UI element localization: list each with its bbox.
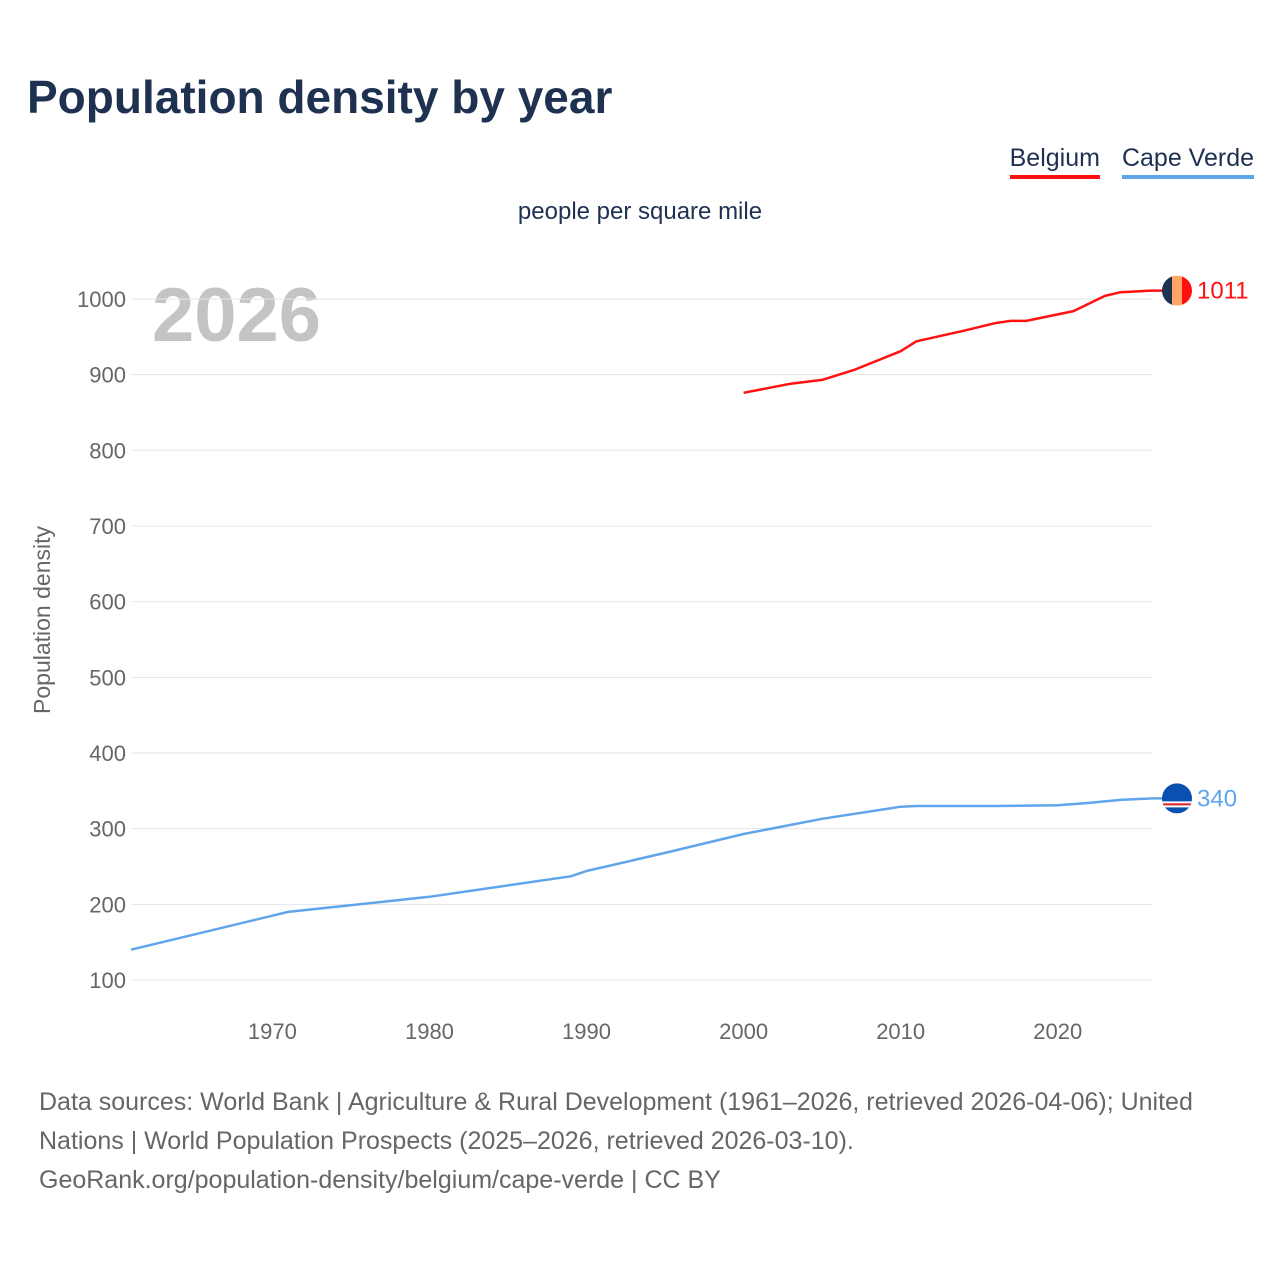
legend: Belgium Cape Verde <box>1009 144 1254 179</box>
flag-icon-cape-verde <box>1162 783 1192 814</box>
y-tick-label: 500 <box>89 665 126 690</box>
y-tick-label: 800 <box>89 438 126 463</box>
flag-icon-belgium <box>1162 275 1192 306</box>
legend-item-belgium[interactable]: Belgium <box>1009 144 1100 179</box>
y-tick-label: 400 <box>89 741 126 766</box>
series-line-belgium <box>743 289 1153 395</box>
x-tick-label: 2010 <box>876 1019 925 1044</box>
year-watermark: 2026 <box>152 273 321 358</box>
series-line-cape-verde <box>130 797 1153 951</box>
chart-subtitle: people per square mile <box>517 198 763 225</box>
end-value-label: 1011 <box>1197 278 1249 305</box>
y-tick-label: 600 <box>89 590 126 615</box>
y-tick-label: 900 <box>89 363 126 388</box>
y-tick-label: 700 <box>89 514 126 539</box>
end-value-label: 340 <box>1197 785 1237 812</box>
chart-title: Population density by year <box>27 71 613 123</box>
y-tick-label: 100 <box>89 968 126 993</box>
x-tick-label: 2020 <box>1033 1019 1082 1044</box>
footer: Data sources: World Bank | Agriculture &… <box>39 1083 1249 1200</box>
x-tick-label: 1970 <box>248 1019 297 1044</box>
data-sources: Data sources: World Bank | Agriculture &… <box>39 1088 1193 1155</box>
legend-item-cape-verde[interactable]: Cape Verde <box>1121 144 1254 179</box>
y-tick-label: 1000 <box>77 287 126 312</box>
x-tick-label: 2000 <box>719 1019 768 1044</box>
x-tick-label: 1980 <box>405 1019 454 1044</box>
y-tick-label: 200 <box>89 892 126 917</box>
source-link[interactable]: GeoRank.org/population-density/belgium/c… <box>39 1166 721 1194</box>
y-tick-label: 300 <box>89 817 126 842</box>
y-axis-label: Population density <box>29 526 55 714</box>
x-tick-label: 1990 <box>562 1019 611 1044</box>
